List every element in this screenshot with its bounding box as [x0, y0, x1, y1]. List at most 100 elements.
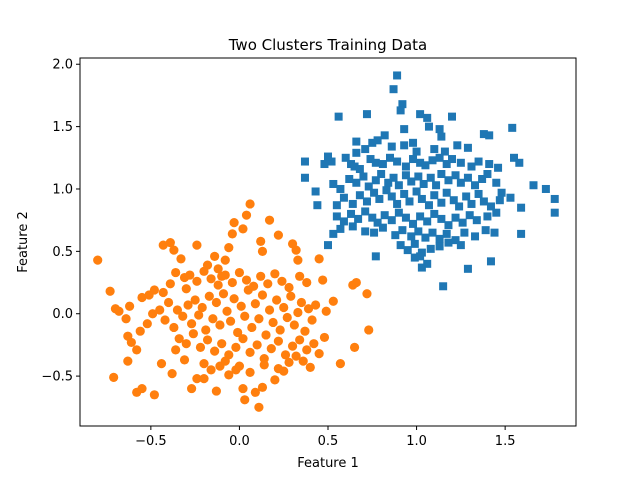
data-point-circle — [165, 279, 175, 289]
data-point-square — [416, 110, 425, 119]
data-point-circle — [273, 364, 283, 374]
data-point-square — [339, 217, 348, 226]
data-point-circle — [321, 306, 331, 316]
chart-title: Two Clusters Training Data — [228, 36, 428, 54]
data-point-square — [403, 246, 412, 255]
data-point-circle — [229, 294, 239, 304]
data-point-circle — [169, 245, 179, 255]
data-point-square — [458, 218, 467, 227]
data-point-circle — [241, 210, 252, 220]
data-point-square — [368, 213, 377, 222]
data-point-square — [393, 71, 402, 80]
data-point-circle — [268, 317, 278, 328]
data-point-square — [529, 181, 538, 190]
data-point-circle — [273, 230, 283, 240]
data-point-circle — [229, 218, 239, 228]
data-point-circle — [241, 275, 252, 285]
data-point-square — [409, 138, 418, 147]
data-point-circle — [277, 276, 287, 286]
data-point-square — [486, 202, 495, 211]
data-point-square — [341, 153, 350, 162]
data-point-circle — [234, 267, 245, 278]
data-point-square — [320, 160, 329, 169]
data-point-square — [430, 209, 439, 218]
data-point-circle — [156, 359, 167, 369]
data-point-square — [471, 181, 480, 190]
data-point-circle — [270, 269, 280, 279]
data-point-circle — [192, 276, 202, 286]
data-point-square — [439, 282, 448, 291]
data-point-square — [483, 170, 492, 179]
data-point-square — [370, 188, 379, 197]
data-point-square — [350, 162, 359, 171]
data-point-square — [336, 224, 345, 233]
data-point-circle — [176, 254, 186, 264]
data-point-square — [437, 170, 446, 179]
data-point-square — [417, 263, 426, 272]
data-point-square — [428, 156, 437, 165]
data-point-circle — [171, 345, 181, 355]
data-point-circle — [192, 374, 202, 384]
data-point-circle — [210, 251, 220, 261]
data-point-circle — [187, 383, 197, 394]
data-point-square — [370, 228, 379, 237]
data-point-square — [437, 214, 446, 223]
data-point-square — [393, 157, 402, 166]
data-point-circle — [179, 355, 190, 365]
data-point-square — [361, 207, 370, 216]
data-point-circle — [105, 286, 115, 296]
data-point-circle — [236, 301, 246, 311]
data-point-circle — [245, 347, 255, 357]
data-point-circle — [328, 296, 338, 306]
data-point-circle — [211, 297, 221, 308]
data-point-square — [371, 158, 380, 167]
y-tick-label: 1.5 — [52, 120, 73, 135]
data-point-circle — [137, 292, 147, 303]
data-point-circle — [194, 310, 204, 320]
x-axis-label: Feature 1 — [297, 456, 359, 471]
data-point-square — [435, 125, 444, 134]
data-point-circle — [169, 322, 179, 333]
data-point-square — [426, 173, 435, 182]
data-point-circle — [240, 395, 250, 405]
data-point-square — [456, 241, 465, 250]
data-point-circle — [275, 325, 285, 335]
data-point-circle — [266, 344, 276, 354]
data-point-circle — [245, 199, 255, 209]
data-point-square — [442, 229, 451, 238]
x-tick-label: 0.0 — [229, 434, 250, 449]
data-point-square — [396, 106, 405, 115]
data-point-circle — [335, 359, 345, 369]
data-point-square — [336, 184, 345, 193]
data-point-circle — [264, 305, 275, 315]
data-point-circle — [284, 282, 294, 293]
data-point-circle — [220, 255, 230, 265]
data-point-circle — [259, 360, 269, 370]
data-point-square — [467, 199, 476, 208]
data-point-square — [355, 191, 364, 200]
data-point-circle — [264, 215, 275, 225]
data-point-circle — [181, 339, 191, 349]
data-point-square — [412, 187, 421, 196]
data-point-circle — [302, 345, 312, 355]
y-tick-label: −0.5 — [41, 370, 73, 385]
data-point-square — [435, 242, 444, 251]
data-point-square — [444, 238, 453, 247]
data-point-square — [400, 189, 409, 198]
data-point-circle — [181, 284, 191, 294]
data-point-square — [405, 197, 414, 206]
data-point-circle — [121, 314, 131, 324]
data-point-circle — [279, 302, 289, 313]
data-point-square — [440, 147, 449, 156]
data-point-circle — [287, 341, 298, 351]
data-point-circle — [289, 320, 299, 330]
data-point-circle — [188, 329, 198, 339]
data-point-square — [495, 196, 504, 205]
data-point-circle — [250, 299, 260, 309]
data-point-square — [485, 160, 494, 169]
data-point-square — [352, 178, 361, 187]
data-point-circle — [213, 264, 223, 274]
data-point-circle — [210, 346, 220, 356]
data-point-circle — [123, 356, 133, 366]
